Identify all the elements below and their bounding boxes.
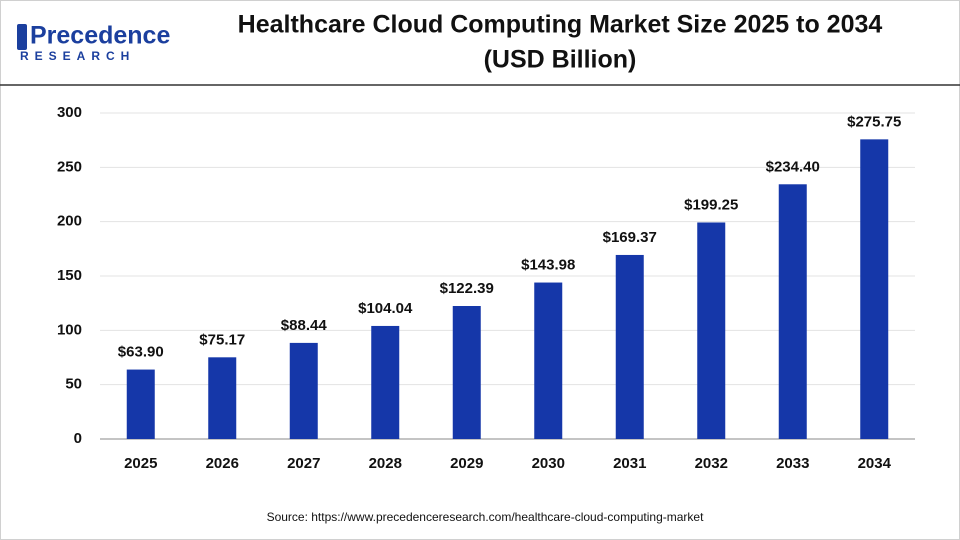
y-tick-label: 250 [57,158,82,175]
y-tick-label: 0 [74,430,82,447]
bar [697,222,726,439]
value-label: $75.17 [199,331,245,348]
value-label: $122.39 [440,280,494,297]
value-label: $104.04 [358,300,413,317]
x-tick-label: 2029 [450,455,483,472]
bar [371,325,400,439]
bar [860,139,889,439]
value-label: $63.90 [118,344,164,361]
logo-icon [17,24,27,50]
source-note: Source: https://www.precedenceresearch.c… [267,510,705,524]
x-tick-label: 2034 [858,455,892,472]
x-tick-label: 2032 [695,455,728,472]
x-tick-label: 2031 [613,455,646,472]
bar [778,184,807,439]
y-tick-label: 200 [57,213,82,230]
y-tick-label: 50 [65,376,82,393]
value-label: $234.40 [766,158,820,175]
logo-name: Precedence [30,22,170,50]
chart-title: Healthcare Cloud Computing Market Size 2… [238,11,883,39]
value-label: $275.75 [847,113,901,130]
y-tick-label: 300 [57,104,82,121]
x-tick-label: 2033 [776,455,809,472]
value-label: $143.98 [521,257,575,274]
x-tick-label: 2030 [532,455,565,472]
bar [208,357,237,439]
bar [452,306,481,439]
logo-tagline: RESEARCH [20,49,135,63]
y-tick-label: 150 [57,267,82,284]
x-tick-label: 2026 [206,455,239,472]
x-tick-label: 2025 [124,455,157,472]
value-label: $88.44 [281,317,328,334]
chart-subtitle: (USD Billion) [484,46,637,74]
bar [126,369,155,439]
x-tick-label: 2028 [369,455,402,472]
y-tick-label: 100 [57,321,82,338]
bar [534,282,563,439]
x-tick-label: 2027 [287,455,320,472]
value-label: $169.37 [603,229,657,246]
logo: Precedence RESEARCH [17,22,170,63]
value-label: $199.25 [684,196,738,213]
bar [615,254,644,439]
bar [289,342,318,439]
